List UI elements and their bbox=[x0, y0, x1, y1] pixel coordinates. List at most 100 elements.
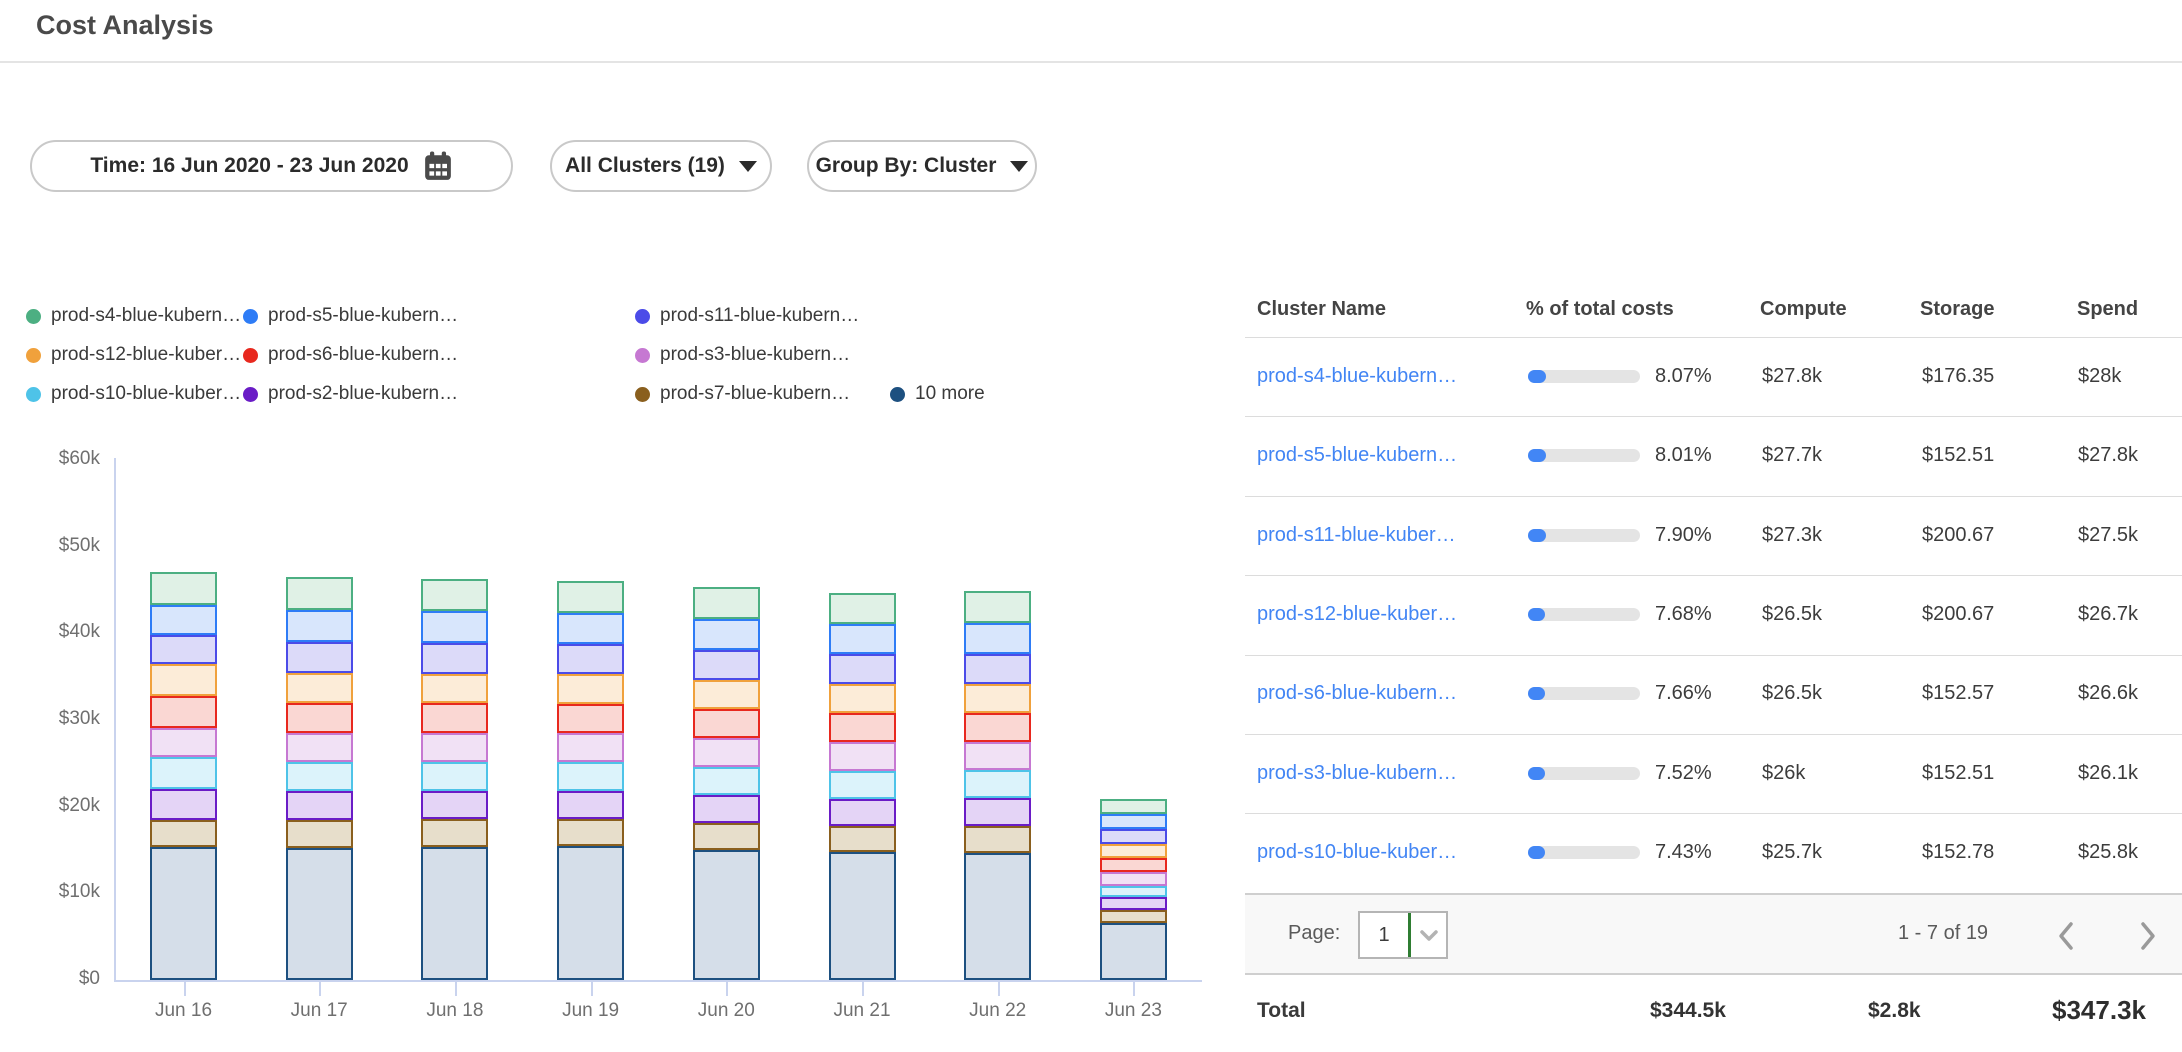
bar-segment[interactable] bbox=[285, 820, 353, 848]
bar-segment[interactable] bbox=[150, 728, 217, 757]
bar-segment[interactable] bbox=[828, 799, 896, 826]
bar-segment[interactable] bbox=[421, 674, 489, 703]
page-number-select[interactable]: 1 bbox=[1358, 911, 1448, 959]
bar-segment[interactable] bbox=[421, 819, 489, 847]
bar-segment[interactable] bbox=[1099, 897, 1167, 910]
bar-segment[interactable] bbox=[964, 623, 1032, 654]
column-header-spend[interactable]: Spend bbox=[2077, 298, 2139, 320]
bar-segment[interactable] bbox=[964, 798, 1032, 826]
bar-segment[interactable] bbox=[421, 847, 489, 980]
bar-segment[interactable] bbox=[964, 591, 1032, 623]
column-header-pct-of-total-costs[interactable]: % of total costs bbox=[1526, 298, 1674, 320]
bar-segment[interactable] bbox=[421, 611, 489, 643]
bar-segment[interactable] bbox=[150, 789, 217, 820]
cluster-name-link[interactable]: prod-s11-blue-kuber… bbox=[1257, 523, 1456, 546]
bar-segment[interactable] bbox=[828, 713, 896, 742]
time-range-filter-button[interactable]: Time: 16 Jun 2020 - 23 Jun 2020 bbox=[30, 140, 513, 192]
bar-segment[interactable] bbox=[557, 733, 625, 762]
cluster-name-link[interactable]: prod-s10-blue-kuber… bbox=[1257, 841, 1458, 864]
column-header-storage[interactable]: Storage bbox=[1920, 298, 1995, 320]
bar-segment[interactable] bbox=[828, 826, 896, 852]
bar-segment[interactable] bbox=[964, 684, 1032, 713]
bar-segment[interactable] bbox=[150, 757, 217, 789]
bar-segment[interactable] bbox=[421, 762, 489, 791]
bar-segment[interactable] bbox=[1099, 829, 1167, 844]
bar-segment[interactable] bbox=[692, 767, 760, 795]
bar-segment[interactable] bbox=[557, 819, 625, 846]
bar-segment[interactable] bbox=[692, 823, 760, 850]
bar-segment[interactable] bbox=[557, 581, 625, 613]
legend-item-prod-s5-blue-kubern[interactable]: prod-s5-blue-kubern… bbox=[243, 305, 458, 327]
bar-segment[interactable] bbox=[285, 642, 353, 673]
bar-segment[interactable] bbox=[964, 826, 1032, 853]
bar-segment[interactable] bbox=[964, 742, 1032, 770]
legend-item-prod-s4-blue-kubern[interactable]: prod-s4-blue-kubern… bbox=[26, 305, 241, 327]
legend-item-prod-s3-blue-kubern[interactable]: prod-s3-blue-kubern… bbox=[635, 344, 850, 366]
bar-segment[interactable] bbox=[964, 853, 1032, 980]
next-page-button[interactable] bbox=[2128, 918, 2168, 954]
bar-segment[interactable] bbox=[964, 654, 1032, 684]
cluster-name-link[interactable]: prod-s5-blue-kubern… bbox=[1257, 444, 1458, 467]
cluster-name-link[interactable]: prod-s12-blue-kuber… bbox=[1257, 602, 1458, 625]
bar-segment[interactable] bbox=[692, 680, 760, 709]
bar-segment[interactable] bbox=[1099, 844, 1167, 858]
legend-item-prod-s11-blue-kubern[interactable]: prod-s11-blue-kubern… bbox=[635, 305, 859, 327]
bar-segment[interactable] bbox=[964, 713, 1032, 742]
bar-segment[interactable] bbox=[285, 673, 353, 703]
bar-segment[interactable] bbox=[828, 771, 896, 799]
legend-item-prod-s12-blue-kuber[interactable]: prod-s12-blue-kuber… bbox=[26, 344, 241, 366]
bar-segment[interactable] bbox=[1099, 799, 1167, 814]
column-header-compute[interactable]: Compute bbox=[1760, 298, 1847, 320]
bar-segment[interactable] bbox=[557, 846, 625, 980]
bar-segment[interactable] bbox=[1099, 886, 1167, 897]
bar-segment[interactable] bbox=[828, 593, 896, 624]
bar-segment[interactable] bbox=[285, 733, 353, 762]
bar-segment[interactable] bbox=[828, 742, 896, 771]
bar-segment[interactable] bbox=[828, 684, 896, 713]
bar-segment[interactable] bbox=[150, 820, 217, 847]
bar-segment[interactable] bbox=[557, 674, 625, 704]
bar-segment[interactable] bbox=[421, 791, 489, 819]
bar-segment[interactable] bbox=[557, 791, 625, 819]
bar-segment[interactable] bbox=[1099, 923, 1167, 980]
bar-segment[interactable] bbox=[964, 770, 1032, 798]
bar-segment[interactable] bbox=[692, 619, 760, 650]
bar-segment[interactable] bbox=[692, 850, 760, 980]
column-header-cluster-name[interactable]: Cluster Name bbox=[1257, 298, 1386, 320]
bar-segment[interactable] bbox=[557, 762, 625, 791]
legend-item-10-more[interactable]: 10 more bbox=[890, 383, 985, 405]
bar-segment[interactable] bbox=[557, 613, 625, 644]
bar-segment[interactable] bbox=[828, 624, 896, 654]
bar-segment[interactable] bbox=[828, 852, 896, 980]
bar-segment[interactable] bbox=[828, 654, 896, 684]
bar-segment[interactable] bbox=[692, 650, 760, 680]
bar-segment[interactable] bbox=[557, 644, 625, 674]
bar-segment[interactable] bbox=[285, 703, 353, 733]
bar-segment[interactable] bbox=[1099, 910, 1167, 923]
bar-segment[interactable] bbox=[421, 733, 489, 762]
bar-segment[interactable] bbox=[285, 791, 353, 820]
bar-segment[interactable] bbox=[557, 704, 625, 733]
bar-segment[interactable] bbox=[285, 610, 353, 642]
cluster-name-link[interactable]: prod-s3-blue-kubern… bbox=[1257, 761, 1458, 784]
bar-segment[interactable] bbox=[150, 605, 217, 635]
previous-page-button[interactable] bbox=[2046, 918, 2086, 954]
bar-segment[interactable] bbox=[150, 635, 217, 664]
cluster-name-link[interactable]: prod-s6-blue-kubern… bbox=[1257, 682, 1458, 705]
bar-segment[interactable] bbox=[150, 664, 217, 696]
bar-segment[interactable] bbox=[421, 643, 489, 674]
bar-segment[interactable] bbox=[285, 848, 353, 980]
clusters-filter-dropdown[interactable]: All Clusters (19) bbox=[550, 140, 772, 192]
legend-item-prod-s2-blue-kubern[interactable]: prod-s2-blue-kubern… bbox=[243, 383, 458, 405]
bar-segment[interactable] bbox=[1099, 858, 1167, 872]
bar-segment[interactable] bbox=[150, 572, 217, 605]
bar-segment[interactable] bbox=[692, 709, 760, 738]
bar-segment[interactable] bbox=[421, 579, 489, 611]
bar-segment[interactable] bbox=[421, 703, 489, 733]
legend-item-prod-s10-blue-kuber[interactable]: prod-s10-blue-kuber… bbox=[26, 383, 241, 405]
cluster-name-link[interactable]: prod-s4-blue-kubern… bbox=[1257, 364, 1458, 387]
bar-segment[interactable] bbox=[1099, 872, 1167, 886]
bar-segment[interactable] bbox=[692, 738, 760, 767]
legend-item-prod-s6-blue-kubern[interactable]: prod-s6-blue-kubern… bbox=[243, 344, 458, 366]
legend-item-prod-s7-blue-kubern[interactable]: prod-s7-blue-kubern… bbox=[635, 383, 850, 405]
